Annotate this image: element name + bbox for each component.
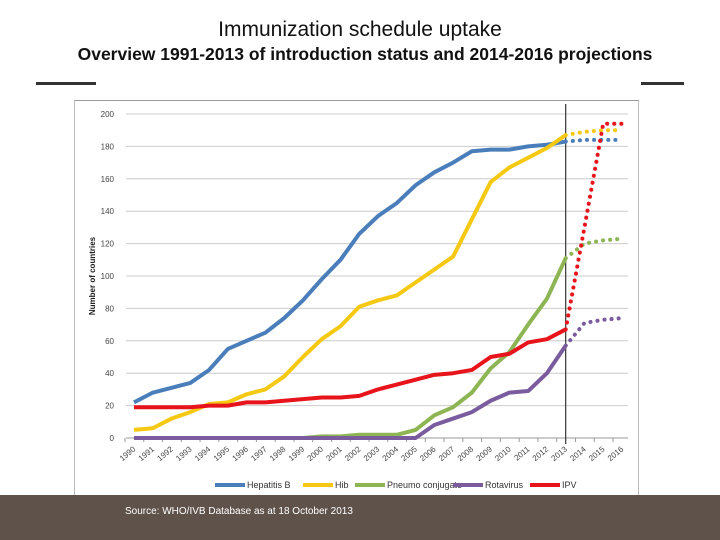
x-tick-label: 2013: [550, 444, 570, 463]
projection-line-hib: [563, 128, 624, 138]
x-tick-label: 1992: [155, 444, 175, 463]
series-line-ipv: [134, 327, 567, 410]
projection-line-rotavirus: [563, 316, 624, 348]
y-axis-label: Number of countries: [88, 236, 97, 315]
x-tick-label: 2011: [512, 444, 531, 462]
x-tick-label: 2014: [568, 444, 588, 463]
x-tick-label: 1990: [118, 444, 138, 463]
series-line-hepatitis-b: [133, 139, 567, 405]
x-tick-label: 2007: [437, 444, 457, 463]
x-tick-label: 1997: [249, 444, 269, 463]
legend-label-hepatitis-b: Hepatitis B: [247, 480, 291, 490]
projection-line-pneumo-conjugate: [563, 236, 624, 261]
x-tick-label: 1991: [137, 444, 157, 463]
y-tick-label: 100: [101, 272, 115, 281]
x-tick-label: 1995: [212, 444, 232, 463]
legend-label-rotavirus: Rotavirus: [485, 480, 524, 490]
x-tick-label: 2005: [399, 444, 419, 463]
y-tick-label: 120: [101, 240, 115, 249]
y-tick-label: 80: [105, 304, 114, 313]
projection-line-hepatitis-b: [563, 137, 624, 144]
x-tick-label: 1993: [174, 444, 194, 463]
y-tick-label: 40: [105, 369, 114, 378]
x-tick-label: 2010: [493, 444, 513, 463]
legend-label-hib: Hib: [335, 480, 349, 490]
y-tick-label: 160: [101, 175, 115, 184]
x-tick-label: 1998: [268, 444, 288, 463]
slide-title: Immunization schedule uptake: [218, 18, 502, 41]
x-tick-label: 1994: [193, 444, 213, 463]
x-tick-label: 2000: [306, 444, 326, 463]
x-tick-label: 2002: [343, 444, 363, 463]
series-line-rotavirus: [134, 344, 568, 440]
y-tick-label: 20: [105, 402, 114, 411]
chart-frame: 0 20 40 60 80 100 120 140 160 180 200 Number of cou…: [74, 100, 639, 497]
legend-label-pneumo-conjugate: Pneumo conjugate: [387, 480, 462, 490]
x-tick-label: 2012: [531, 444, 551, 463]
x-tick-label: 1999: [287, 444, 307, 463]
x-tick-label: 1996: [230, 444, 250, 463]
y-tick-label: 180: [101, 142, 115, 151]
legend-label-ipv: IPV: [562, 480, 577, 490]
decorative-rule-right: [641, 82, 684, 85]
y-tick-label: 200: [101, 110, 115, 119]
x-tick-label: 2003: [362, 444, 382, 463]
source-note: Source: WHO/IVB Database as at 18 Octobe…: [125, 506, 353, 517]
x-tick-label: 2015: [587, 444, 607, 463]
x-tick-label: 2001: [324, 444, 344, 463]
footer-bar: [0, 495, 720, 540]
line-chart: 0 20 40 60 80 100 120 140 160 180 200 Number of cou…: [88, 104, 628, 490]
decorative-rule-left: [36, 82, 96, 85]
x-tick-label: 2006: [418, 444, 438, 463]
x-tick-label: 2009: [474, 444, 494, 463]
x-tick-label: 2008: [456, 444, 476, 463]
slide-subtitle: Overview 1991-2013 of introduction statu…: [77, 44, 653, 64]
projection-line-ipv: [563, 121, 624, 332]
x-tick-label: 2016: [606, 444, 626, 463]
series-line-pneumo-conjugate: [134, 257, 568, 440]
y-tick-label: 60: [105, 337, 114, 346]
y-tick-label: 140: [101, 207, 115, 216]
x-tick-label: 2004: [381, 444, 401, 463]
y-tick-label: 0: [110, 434, 115, 443]
